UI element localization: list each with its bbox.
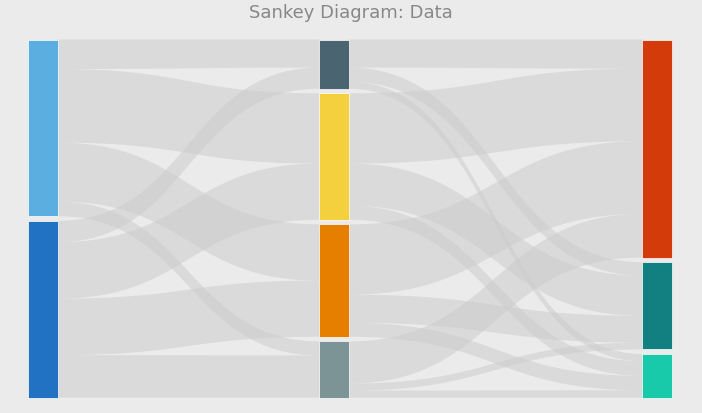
Polygon shape bbox=[349, 295, 642, 343]
Polygon shape bbox=[58, 143, 319, 281]
Polygon shape bbox=[349, 142, 642, 295]
FancyBboxPatch shape bbox=[642, 263, 672, 349]
FancyBboxPatch shape bbox=[319, 342, 349, 398]
Polygon shape bbox=[58, 70, 319, 164]
FancyBboxPatch shape bbox=[642, 354, 672, 398]
FancyBboxPatch shape bbox=[28, 40, 58, 217]
FancyBboxPatch shape bbox=[319, 225, 349, 337]
Polygon shape bbox=[349, 323, 642, 390]
Polygon shape bbox=[349, 390, 642, 398]
Polygon shape bbox=[58, 40, 319, 70]
Polygon shape bbox=[349, 214, 642, 384]
Polygon shape bbox=[349, 206, 642, 376]
Polygon shape bbox=[58, 164, 319, 299]
Polygon shape bbox=[349, 40, 642, 69]
Polygon shape bbox=[349, 164, 642, 316]
Polygon shape bbox=[58, 69, 319, 242]
FancyBboxPatch shape bbox=[319, 40, 349, 90]
FancyBboxPatch shape bbox=[319, 94, 349, 220]
FancyBboxPatch shape bbox=[642, 40, 672, 258]
Polygon shape bbox=[349, 83, 642, 361]
Polygon shape bbox=[349, 69, 642, 164]
Polygon shape bbox=[349, 69, 642, 276]
Polygon shape bbox=[349, 343, 642, 391]
FancyBboxPatch shape bbox=[28, 221, 58, 398]
Polygon shape bbox=[58, 355, 319, 398]
Polygon shape bbox=[58, 202, 319, 356]
Polygon shape bbox=[58, 281, 319, 355]
Title: Sankey Diagram: Data: Sankey Diagram: Data bbox=[249, 4, 453, 22]
